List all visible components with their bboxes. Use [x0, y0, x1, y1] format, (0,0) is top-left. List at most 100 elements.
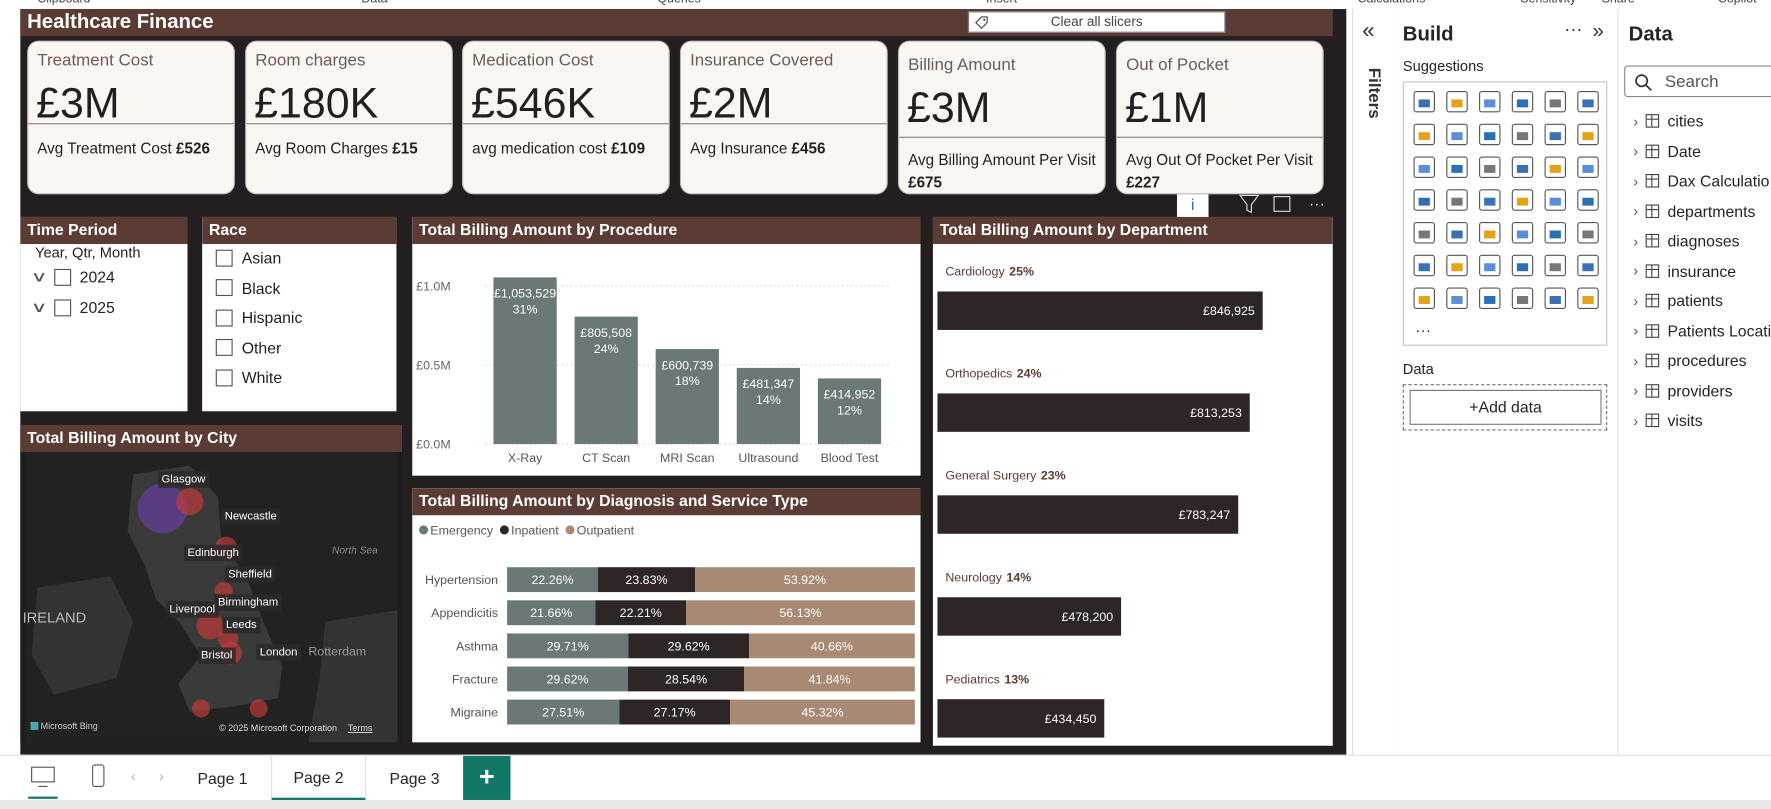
visual-type-icon[interactable] — [1413, 189, 1435, 211]
visual-type-icon[interactable] — [1544, 287, 1566, 310]
visual-type-icon-fill — [1516, 263, 1529, 272]
visual-type-icon[interactable] — [1413, 123, 1435, 146]
focus-icon[interactable] — [1273, 196, 1291, 212]
visual-type-icon[interactable] — [1544, 90, 1566, 113]
visual-type-icon[interactable] — [1479, 189, 1501, 211]
filters-pane[interactable]: « Filters — [1351, 9, 1394, 755]
more-icon[interactable]: ··· — [1309, 196, 1325, 213]
bar — [655, 349, 719, 445]
kpi-value: £3M — [36, 80, 120, 128]
slicer-item[interactable]: ∨ 2025 — [31, 298, 115, 316]
data-table-item[interactable]: › visits — [1633, 411, 1702, 429]
page-tab[interactable]: Page 1 — [197, 769, 248, 788]
visual-type-icon[interactable] — [1446, 189, 1468, 211]
visual-type-icon[interactable] — [1479, 222, 1501, 244]
visual-type-icon[interactable] — [1511, 189, 1534, 211]
legend-label: Emergency — [430, 523, 494, 537]
visual-type-icon[interactable] — [1413, 254, 1435, 277]
visual-type-icon[interactable] — [1577, 254, 1599, 277]
visual-type-icon[interactable] — [1479, 287, 1501, 310]
map-terms[interactable]: Terms — [348, 723, 373, 733]
visual-type-icon[interactable] — [1544, 222, 1566, 244]
visual-type-icon-fill — [1516, 296, 1529, 304]
table-icon — [1646, 293, 1660, 308]
slicer-item[interactable]: White — [215, 368, 282, 386]
more-visuals[interactable]: ··· — [1415, 323, 1431, 340]
visual-type-icon[interactable] — [1544, 189, 1566, 211]
city-label: Bristol — [201, 650, 232, 662]
visual-type-icon[interactable] — [1413, 90, 1435, 113]
data-label: £1,053,529 — [494, 287, 556, 301]
city-label-bg — [256, 644, 301, 661]
page-tab[interactable]: Page 3 — [389, 769, 440, 788]
table-name: patients — [1667, 291, 1723, 310]
prev-page[interactable]: ‹ — [131, 768, 136, 785]
visual-type-icon[interactable] — [1577, 90, 1599, 113]
visual-type-icon[interactable] — [1577, 222, 1599, 244]
slicer-header: Year, Qtr, Month — [35, 244, 141, 262]
data-table-item[interactable]: › diagnoses — [1633, 232, 1739, 250]
more-options[interactable]: ··· — [1564, 20, 1583, 40]
expand-icon[interactable]: » — [1592, 19, 1604, 42]
visual-type-icon[interactable] — [1446, 156, 1468, 178]
data-table-item[interactable]: › Date — [1633, 142, 1701, 160]
data-table-item[interactable]: › departments — [1633, 202, 1755, 220]
clear-slicers-button[interactable]: Clear all slicers — [967, 11, 1226, 33]
slicer-item[interactable]: ∨ 2024 — [31, 268, 115, 286]
visual-type-icon[interactable] — [1413, 287, 1435, 310]
visual-type-icon[interactable] — [1511, 287, 1534, 310]
visual-type-icon[interactable] — [1446, 222, 1468, 244]
bar-segment — [595, 600, 687, 626]
visual-type-icon[interactable] — [1511, 123, 1534, 146]
visual-type-icon[interactable] — [1479, 90, 1501, 113]
visual-type-icon[interactable] — [1446, 254, 1468, 277]
slicer-item[interactable]: Black — [215, 279, 280, 297]
data-table-item[interactable]: › insurance — [1633, 262, 1736, 280]
visual-type-icon[interactable] — [1577, 123, 1599, 146]
ribbon-group-label: Sensitivity — [1520, 0, 1576, 6]
visual-gallery: ··· — [1402, 81, 1608, 346]
page-tab[interactable]: Page 2 — [271, 755, 366, 802]
data-table-item[interactable]: › procedures — [1633, 351, 1746, 369]
desktop-view-icon[interactable] — [29, 765, 56, 790]
add-data-button[interactable]: +Add data — [1409, 389, 1602, 425]
visual-type-icon[interactable] — [1446, 123, 1468, 146]
phone-view-icon[interactable] — [90, 763, 106, 790]
data-label: £805,508 — [580, 326, 632, 340]
search-box[interactable]: Search — [1624, 65, 1771, 98]
next-page[interactable]: › — [159, 768, 164, 785]
visual-type-icon[interactable] — [1446, 287, 1468, 310]
slicer-item[interactable]: Asian — [215, 249, 281, 267]
visual-type-icon[interactable] — [1577, 156, 1599, 178]
data-table-item[interactable]: › Dax Calculatio — [1633, 172, 1769, 190]
data-table-item[interactable]: › providers — [1633, 381, 1732, 399]
visual-type-icon-fill — [1516, 99, 1529, 108]
city-label: Edinburgh — [187, 547, 238, 559]
visual-type-icon[interactable] — [1511, 156, 1534, 178]
visual-type-icon[interactable] — [1511, 222, 1534, 244]
data-table-item[interactable]: › patients — [1633, 292, 1723, 310]
data-title: Data — [1628, 22, 1673, 46]
visual-type-icon[interactable] — [1479, 123, 1501, 146]
data-table-item[interactable]: › cities — [1633, 112, 1703, 130]
visual-type-icon[interactable] — [1479, 254, 1501, 277]
visual-type-icon[interactable] — [1511, 90, 1534, 113]
visual-type-icon[interactable] — [1479, 156, 1501, 178]
add-page-button[interactable]: + — [463, 755, 511, 802]
filter-icon[interactable] — [1239, 194, 1260, 214]
slicer-item[interactable]: Other — [215, 338, 281, 356]
visual-type-icon[interactable] — [1577, 287, 1599, 310]
visual-type-icon[interactable] — [1544, 123, 1566, 146]
visual-type-icon[interactable] — [1544, 254, 1566, 277]
info-icon[interactable] — [1176, 192, 1209, 217]
visual-type-icon[interactable] — [1577, 189, 1599, 211]
visual-type-icon[interactable] — [1446, 90, 1468, 113]
slicer-item[interactable]: Hispanic — [215, 308, 302, 327]
bar-segment — [507, 666, 628, 692]
visual-type-icon[interactable] — [1544, 156, 1566, 178]
collapse-icon[interactable]: « — [1362, 18, 1375, 43]
visual-type-icon[interactable] — [1511, 254, 1534, 277]
visual-type-icon[interactable] — [1413, 156, 1435, 178]
visual-type-icon[interactable] — [1413, 222, 1435, 244]
data-table-item[interactable]: › Patients Locati — [1633, 321, 1771, 339]
